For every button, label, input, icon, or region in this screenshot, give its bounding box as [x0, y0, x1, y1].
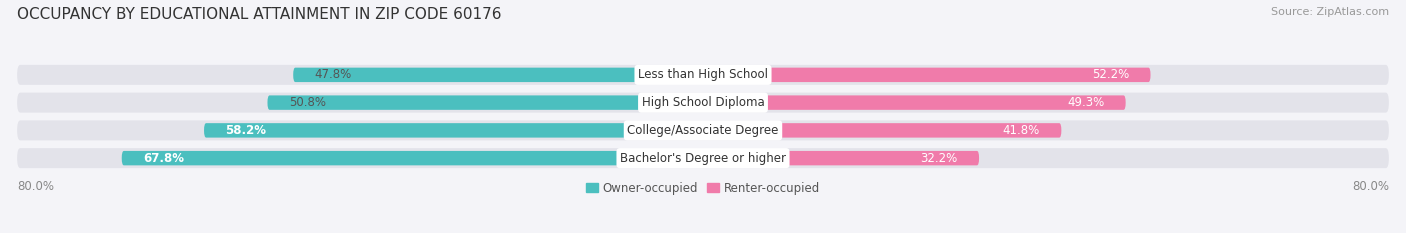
FancyBboxPatch shape [204, 123, 703, 138]
Text: Bachelor's Degree or higher: Bachelor's Degree or higher [620, 152, 786, 165]
Text: High School Diploma: High School Diploma [641, 96, 765, 109]
FancyBboxPatch shape [17, 120, 1389, 140]
FancyBboxPatch shape [17, 65, 1389, 85]
Text: 58.2%: 58.2% [225, 124, 267, 137]
Text: College/Associate Degree: College/Associate Degree [627, 124, 779, 137]
FancyBboxPatch shape [122, 151, 703, 165]
Legend: Owner-occupied, Renter-occupied: Owner-occupied, Renter-occupied [581, 177, 825, 199]
Text: 41.8%: 41.8% [1002, 124, 1040, 137]
Text: 50.8%: 50.8% [288, 96, 326, 109]
FancyBboxPatch shape [267, 95, 703, 110]
FancyBboxPatch shape [703, 95, 1126, 110]
FancyBboxPatch shape [17, 148, 1389, 168]
Text: 80.0%: 80.0% [1351, 180, 1389, 193]
Text: OCCUPANCY BY EDUCATIONAL ATTAINMENT IN ZIP CODE 60176: OCCUPANCY BY EDUCATIONAL ATTAINMENT IN Z… [17, 7, 502, 22]
FancyBboxPatch shape [703, 151, 979, 165]
Text: 32.2%: 32.2% [921, 152, 957, 165]
Text: 67.8%: 67.8% [143, 152, 184, 165]
FancyBboxPatch shape [17, 93, 1389, 113]
Text: 47.8%: 47.8% [315, 68, 352, 81]
Text: Source: ZipAtlas.com: Source: ZipAtlas.com [1271, 7, 1389, 17]
Text: 49.3%: 49.3% [1067, 96, 1104, 109]
Text: Less than High School: Less than High School [638, 68, 768, 81]
FancyBboxPatch shape [703, 68, 1150, 82]
FancyBboxPatch shape [703, 123, 1062, 138]
Text: 80.0%: 80.0% [17, 180, 55, 193]
Text: 52.2%: 52.2% [1092, 68, 1129, 81]
FancyBboxPatch shape [294, 68, 703, 82]
